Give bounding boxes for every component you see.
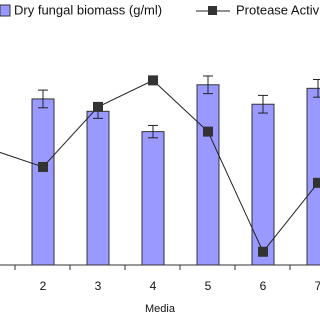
line-marker	[313, 177, 320, 188]
bar	[31, 98, 55, 266]
line-marker	[203, 126, 213, 137]
bar	[141, 131, 165, 266]
x-tick-label: 7	[315, 279, 320, 293]
bar	[196, 84, 220, 266]
line-marker	[38, 161, 48, 172]
x-tick-label: 4	[150, 279, 157, 293]
x-tick-label: 6	[260, 279, 267, 293]
x-axis-ticks	[14, 265, 291, 270]
x-tick-label: 5	[205, 279, 212, 293]
line-marker	[93, 101, 103, 112]
line-marker	[258, 246, 268, 257]
legend-label: Protease Activity	[236, 2, 320, 17]
line-marker	[148, 75, 158, 86]
legend-label: Dry fungal biomass (g/ml)	[14, 2, 162, 17]
x-tick-label: 3	[95, 279, 102, 293]
x-axis-label: Media	[145, 303, 176, 315]
legend-swatch	[0, 4, 11, 17]
legend-marker	[208, 6, 217, 15]
x-tick-label: 2	[40, 279, 47, 293]
bar	[251, 103, 275, 266]
bar	[86, 110, 110, 266]
bar	[306, 87, 320, 266]
